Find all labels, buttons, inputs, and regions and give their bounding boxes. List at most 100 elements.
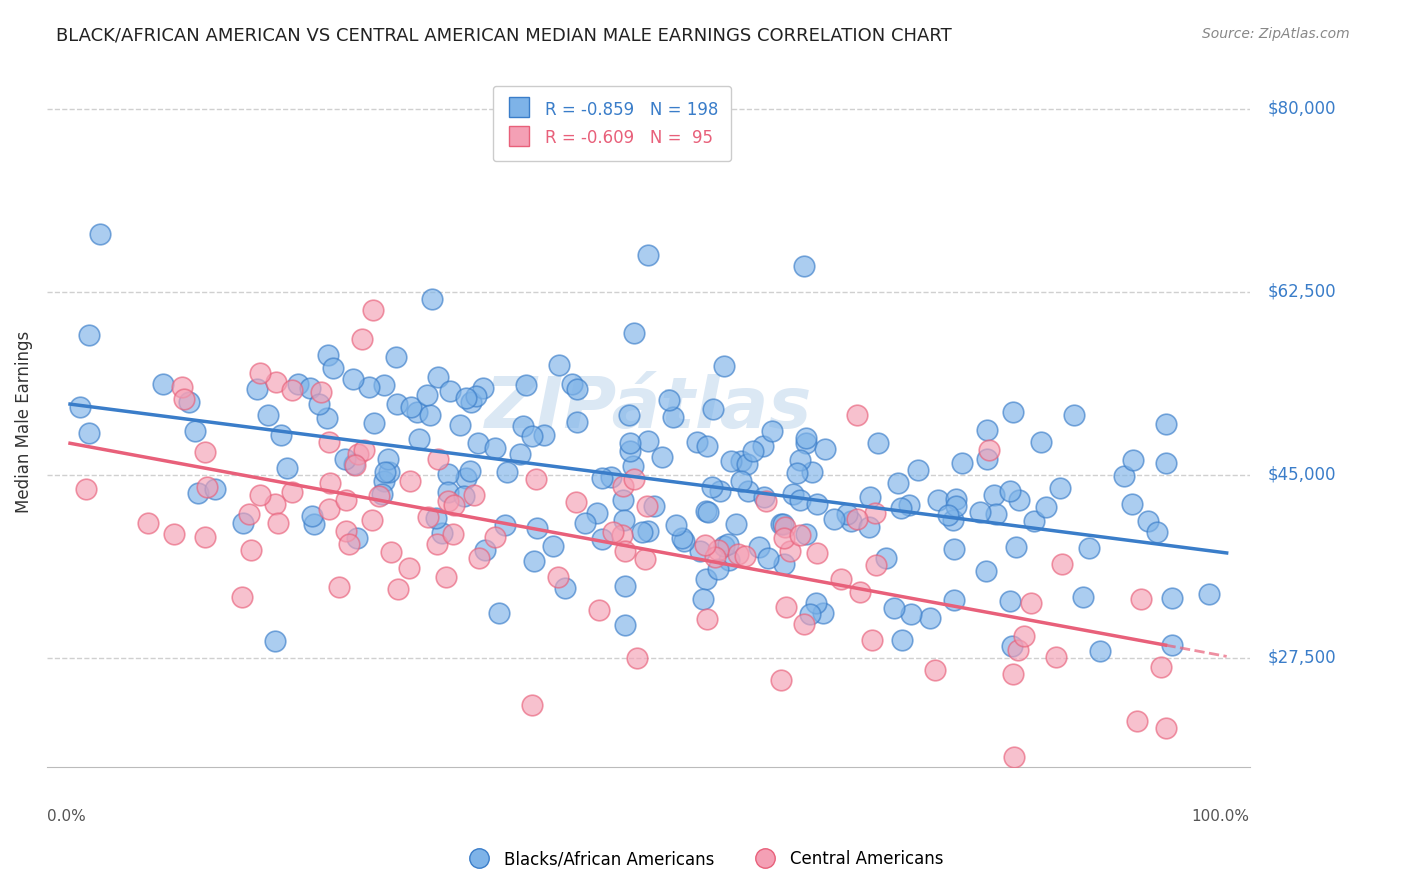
Point xyxy=(1035,500,1057,514)
Point xyxy=(256,408,278,422)
Point xyxy=(177,394,200,409)
Point xyxy=(1198,587,1220,601)
Point xyxy=(773,557,796,571)
Point xyxy=(1002,749,1025,764)
Text: $62,500: $62,500 xyxy=(1268,283,1337,301)
Point xyxy=(416,510,439,524)
Point xyxy=(799,607,821,622)
Point xyxy=(794,431,817,445)
Text: BLACK/AFRICAN AMERICAN VS CENTRAL AMERICAN MEDIAN MALE EARNINGS CORRELATION CHAR: BLACK/AFRICAN AMERICAN VS CENTRAL AMERIC… xyxy=(56,27,952,45)
Point xyxy=(353,442,375,457)
Point xyxy=(359,380,381,394)
Point xyxy=(637,248,659,262)
Point xyxy=(636,499,658,513)
Point xyxy=(267,516,290,530)
Point xyxy=(1024,515,1046,529)
Point xyxy=(152,376,174,391)
Point xyxy=(849,585,872,599)
Point xyxy=(238,507,260,521)
Point xyxy=(806,497,828,511)
Point xyxy=(302,517,325,532)
Point xyxy=(651,450,673,464)
Point xyxy=(346,531,368,545)
Point xyxy=(942,593,965,607)
Point xyxy=(1130,591,1153,606)
Point xyxy=(378,465,401,479)
Point xyxy=(565,382,588,396)
Point xyxy=(467,435,489,450)
Point xyxy=(718,553,741,567)
Point xyxy=(658,392,681,407)
Point xyxy=(1071,590,1094,604)
Point xyxy=(232,516,254,530)
Point xyxy=(672,533,695,548)
Point xyxy=(696,439,718,453)
Point xyxy=(1001,639,1024,653)
Point xyxy=(374,465,396,479)
Point xyxy=(707,543,730,558)
Point xyxy=(399,400,422,414)
Point xyxy=(1063,408,1085,422)
Point xyxy=(839,514,862,528)
Point xyxy=(360,513,382,527)
Point xyxy=(735,457,758,471)
Text: $80,000: $80,000 xyxy=(1268,100,1336,118)
Point xyxy=(437,467,460,482)
Point xyxy=(779,544,801,558)
Point xyxy=(846,512,869,526)
Point xyxy=(430,525,453,540)
Point xyxy=(890,633,912,648)
Point xyxy=(194,445,217,459)
Point xyxy=(460,395,482,409)
Point xyxy=(696,612,718,626)
Point xyxy=(298,381,321,395)
Point xyxy=(695,504,717,518)
Point xyxy=(385,397,408,411)
Point xyxy=(495,465,517,479)
Point xyxy=(239,542,262,557)
Point xyxy=(398,561,420,575)
Point xyxy=(754,491,776,505)
Point xyxy=(998,483,1021,498)
Point xyxy=(554,581,576,595)
Point xyxy=(263,633,285,648)
Point xyxy=(333,451,356,466)
Point xyxy=(343,457,366,471)
Point xyxy=(619,408,641,422)
Point xyxy=(865,558,887,573)
Point xyxy=(318,435,340,450)
Point xyxy=(1019,596,1042,610)
Point xyxy=(1154,456,1177,470)
Point xyxy=(845,408,868,422)
Point xyxy=(761,424,783,438)
Point xyxy=(548,358,571,372)
Point xyxy=(730,474,752,488)
Point xyxy=(713,539,735,553)
Point xyxy=(1154,417,1177,432)
Point xyxy=(574,516,596,530)
Point xyxy=(318,476,340,491)
Point xyxy=(204,482,226,496)
Text: 100.0%: 100.0% xyxy=(1192,809,1250,823)
Point xyxy=(887,476,910,491)
Point xyxy=(69,400,91,414)
Point xyxy=(859,490,882,504)
Point xyxy=(515,378,537,392)
Point xyxy=(463,488,485,502)
Point xyxy=(924,663,946,677)
Point xyxy=(437,485,460,500)
Point xyxy=(264,497,287,511)
Point xyxy=(136,516,159,531)
Point xyxy=(907,463,929,477)
Point xyxy=(347,446,370,460)
Text: Source: ZipAtlas.com: Source: ZipAtlas.com xyxy=(1202,27,1350,41)
Point xyxy=(565,415,588,429)
Point xyxy=(770,516,793,531)
Point xyxy=(830,572,852,586)
Point xyxy=(727,547,749,561)
Point xyxy=(942,541,965,556)
Point xyxy=(342,372,364,386)
Point xyxy=(523,554,546,568)
Point xyxy=(456,391,478,405)
Point xyxy=(936,508,959,522)
